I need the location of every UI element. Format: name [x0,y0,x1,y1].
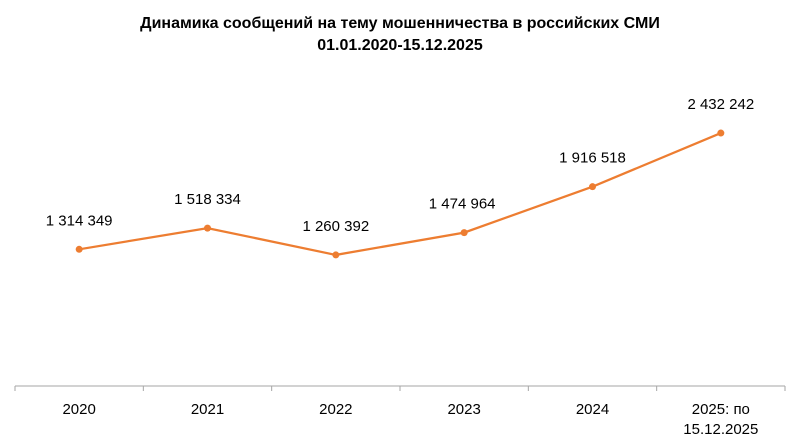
data-point [332,251,340,259]
x-tick-label: 2022 [319,401,352,418]
data-point [204,224,211,232]
x-tick-label: 2024 [576,401,609,418]
x-tick-label: 2021 [191,401,224,418]
x-tick-label-line: 15.12.2025 [683,421,758,438]
chart-subtitle: 01.01.2020-15.12.2025 [317,37,483,54]
data-label: 1 474 964 [429,196,496,213]
series-line [75,129,725,259]
series-polyline [78,132,722,257]
x-tick-labels: 2020 2021 2022 2023 2024 2025: по 15.12.2025 [62,401,758,438]
data-label: 1 916 518 [559,150,626,167]
x-axis [14,385,786,391]
chart-title: Динамика сообщений на тему мошенничества… [140,15,660,32]
data-label: 2 432 242 [687,96,754,113]
data-point [75,245,83,253]
x-tick-label: 2023 [447,401,480,418]
data-point [589,183,596,191]
data-labels: 1 314 349 1 518 334 1 260 392 1 474 964 1 91… [46,96,754,235]
data-label: 1 314 349 [46,212,113,229]
x-tick-label: 2025: по 15.12.2025 [683,401,758,438]
data-label: 1 260 392 [302,218,369,235]
data-point [717,129,725,137]
x-tick-label-line: 2025: по [692,401,750,418]
data-point [460,229,468,237]
data-label: 1 518 334 [174,191,241,208]
x-tick-label: 2020 [62,401,95,418]
